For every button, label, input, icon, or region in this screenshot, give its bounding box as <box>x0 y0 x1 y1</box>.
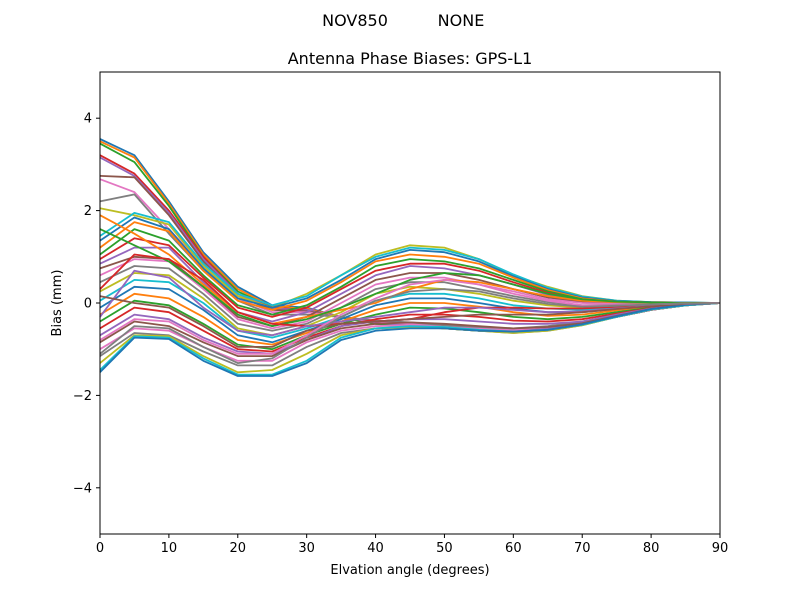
series-line <box>99 299 721 351</box>
y-tick-label: −2 <box>73 389 92 404</box>
series-line <box>99 228 720 328</box>
series-line <box>99 292 721 346</box>
x-axis-label: Elvation angle (degrees) <box>330 563 489 578</box>
series-line <box>99 288 721 365</box>
series-line <box>99 295 721 348</box>
x-tick-label: 30 <box>298 541 315 556</box>
x-tick-label: 90 <box>712 541 729 556</box>
x-tick-label: 0 <box>96 541 104 556</box>
suptitle-radome: NONE <box>438 11 485 30</box>
x-axis: 0 10 20 30 40 50 60 70 80 90 <box>96 534 728 556</box>
series-line <box>99 302 721 353</box>
x-tick-label: 40 <box>367 541 384 556</box>
chart-title: Antenna Phase Biases: GPS-L1 <box>288 49 533 68</box>
y-tick-label: −4 <box>73 481 92 496</box>
y-axis: −4 −2 0 2 4 <box>73 112 100 496</box>
suptitle-station: NOV850 <box>322 11 388 30</box>
x-tick-label: 10 <box>161 541 178 556</box>
series-lines <box>99 138 721 377</box>
y-tick-label: 0 <box>84 297 92 312</box>
x-tick-label: 80 <box>643 541 660 556</box>
y-axis-label: Bias (mm) <box>50 270 65 337</box>
y-tick-label: 4 <box>84 112 92 127</box>
y-tick-label: 2 <box>84 204 92 219</box>
x-tick-label: 60 <box>505 541 522 556</box>
x-tick-label: 20 <box>230 541 247 556</box>
x-tick-label: 50 <box>436 541 453 556</box>
x-tick-label: 70 <box>574 541 591 556</box>
series-line <box>99 302 721 377</box>
